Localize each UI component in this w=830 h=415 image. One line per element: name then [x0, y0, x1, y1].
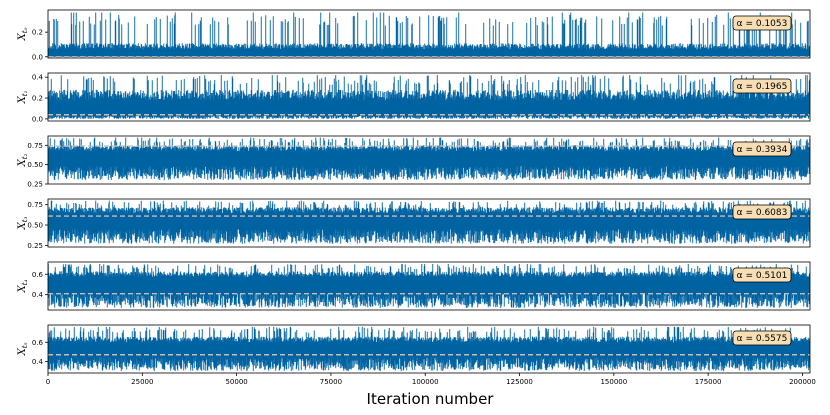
- annotation-text-3: α = 0.6083: [737, 208, 788, 218]
- annotation-box-5: [732, 330, 792, 346]
- trace-line-3: [48, 200, 810, 244]
- panel-2: 0.25 0.50 0.75 Xt₂ α = 0.3934: [17, 135, 811, 189]
- annotation-text-4: α = 0.5101: [737, 271, 788, 281]
- y-tick-label-3-2: 0.75: [27, 201, 43, 209]
- y-tick-label-1-1: 0.2: [32, 95, 43, 103]
- annotation-box-3: [732, 204, 792, 220]
- panel-frame-1: [47, 72, 811, 122]
- x-tick-label-7: 175000: [695, 378, 722, 386]
- annotation-text-1: α = 0.1965: [737, 82, 788, 92]
- y-tick-label-3-1: 0.50: [27, 222, 43, 230]
- x-tick-label-8: 200000: [789, 378, 816, 386]
- y-axis-label-2: Xt₂: [17, 153, 29, 167]
- x-tick-label-0: 0: [46, 378, 50, 386]
- y-axis-label-3: Xt₃: [17, 216, 29, 230]
- x-tick-label-1: 25000: [131, 378, 153, 386]
- y-tick-label-1-0: 0.0: [32, 115, 43, 123]
- y-axis-label-5: Xt₅: [17, 342, 29, 356]
- y-tick-label-4-1: 0.6: [32, 271, 44, 279]
- y-tick-label-2-0: 0.25: [27, 181, 43, 189]
- panel-frame-3: [47, 198, 811, 248]
- y-axis-label-1: Xt₁: [17, 90, 29, 104]
- trace-line-5: [48, 326, 810, 372]
- panel-frame-5: [47, 324, 811, 374]
- annotation-box-1: [732, 78, 792, 94]
- annotation-text-5: α = 0.5575: [737, 334, 788, 344]
- y-tick-label-0-1: 0.2: [32, 29, 43, 37]
- annotation-text-0: α = 0.1053: [737, 19, 788, 29]
- trace-line-1: [48, 75, 810, 119]
- y-tick-label-4-0: 0.4: [32, 291, 44, 299]
- y-tick-label-2-2: 0.75: [27, 142, 43, 150]
- x-axis-label: Iteration number: [367, 390, 495, 408]
- x-axis: 0 25000 50000 75000 100000 125000 150000 175000…: [46, 373, 816, 386]
- annotation-text-2: α = 0.3934: [737, 145, 788, 155]
- y-tick-label-5-0: 0.4: [32, 358, 44, 366]
- panel-frame-4: [47, 261, 811, 311]
- x-tick-label-4: 100000: [412, 378, 439, 386]
- annotation-box-0: [732, 15, 792, 31]
- x-tick-label-3: 75000: [320, 378, 342, 386]
- y-tick-label-5-1: 0.6: [32, 339, 44, 347]
- trace-line-2: [48, 137, 810, 181]
- y-axis-label-0: Xt₀: [17, 27, 29, 41]
- panel-frame-0: [47, 9, 811, 59]
- x-tick-label-5: 125000: [506, 378, 533, 386]
- y-tick-label-3-0: 0.25: [27, 242, 43, 250]
- y-tick-label-2-1: 0.50: [27, 161, 43, 169]
- annotation-box-4: [732, 267, 792, 283]
- annotation-box-2: [732, 141, 792, 157]
- panel-3: 0.25 0.50 0.75 Xt₃ α = 0.6083: [17, 198, 811, 250]
- y-tick-label-0-0: 0.0: [32, 53, 43, 61]
- trace-line-0: [48, 12, 810, 57]
- y-tick-label-1-2: 0.4: [32, 74, 44, 82]
- trace-line-4: [48, 264, 810, 308]
- x-tick-label-2: 50000: [225, 378, 247, 386]
- x-tick-label-6: 150000: [600, 378, 627, 386]
- panel-frame-2: [47, 135, 811, 185]
- y-axis-label-4: Xt₄: [17, 279, 29, 293]
